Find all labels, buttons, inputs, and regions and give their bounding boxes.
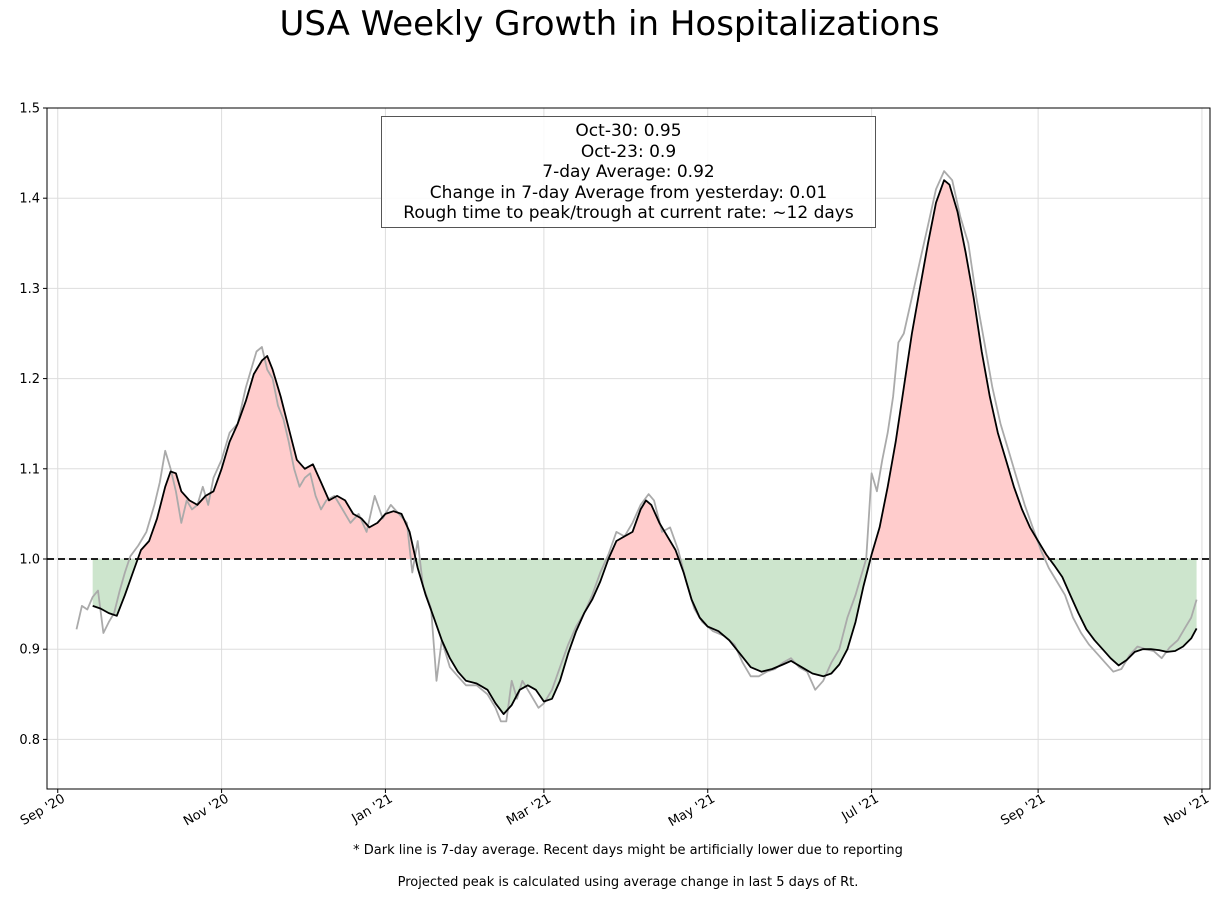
- annotation-line: Rough time to peak/trough at current rat…: [403, 203, 854, 224]
- y-tick-label: 1.1: [19, 462, 40, 477]
- annotation-line: Oct-30: 0.95: [575, 121, 682, 141]
- y-tick-label: 0.8: [19, 733, 40, 748]
- fill-above-reference: [137, 356, 416, 559]
- daily-series-line: [75, 170, 1198, 723]
- y-tick-label: 1.3: [19, 282, 40, 297]
- annotation-box: Oct-30: 0.95 Oct-23: 0.9 7-day Average: …: [381, 116, 876, 228]
- chart-title: USA Weekly Growth in Hospitalizations: [279, 4, 940, 44]
- x-tick-label: Nov '21: [1161, 791, 1211, 829]
- line-layer: [75, 170, 1198, 723]
- fill-above-reference: [608, 500, 679, 559]
- x-tick-label: Sep '20: [18, 791, 68, 828]
- x-tick-label: Jul '21: [839, 791, 882, 824]
- fill-below-reference: [92, 558, 138, 616]
- average-series-line: [92, 179, 1198, 715]
- annotation-line: Oct-23: 0.9: [580, 141, 677, 162]
- fill-below-reference: [1049, 558, 1197, 666]
- x-tick-label: Jan '21: [349, 791, 396, 827]
- y-tick-label: 0.9: [19, 643, 40, 658]
- fill-layer: [92, 180, 1197, 715]
- footnote-projection-note: Projected peak is calculated using avera…: [397, 875, 859, 890]
- annotation-line: 7-day Average: 0.92: [542, 162, 715, 183]
- plot-frame: [46, 107, 1211, 790]
- fill-below-reference: [678, 558, 871, 677]
- fill-above-reference: [870, 180, 1050, 559]
- annotation-line: Change in 7-day Average from yesterday: …: [429, 182, 828, 203]
- x-tick-label: Nov '20: [181, 791, 231, 829]
- y-tick-label: 1.5: [19, 102, 40, 117]
- y-tick-label: 1.4: [19, 192, 40, 207]
- y-tick-label: 1.2: [19, 372, 40, 387]
- footnote-average-note: * Dark line is 7-day average. Recent day…: [353, 843, 903, 858]
- y-tick-label: 1.0: [19, 552, 40, 567]
- x-tick-label: May '21: [666, 791, 718, 830]
- x-tick-label: Sep '21: [998, 791, 1048, 828]
- x-tick-label: Mar '21: [504, 791, 554, 828]
- fill-below-reference: [415, 558, 609, 715]
